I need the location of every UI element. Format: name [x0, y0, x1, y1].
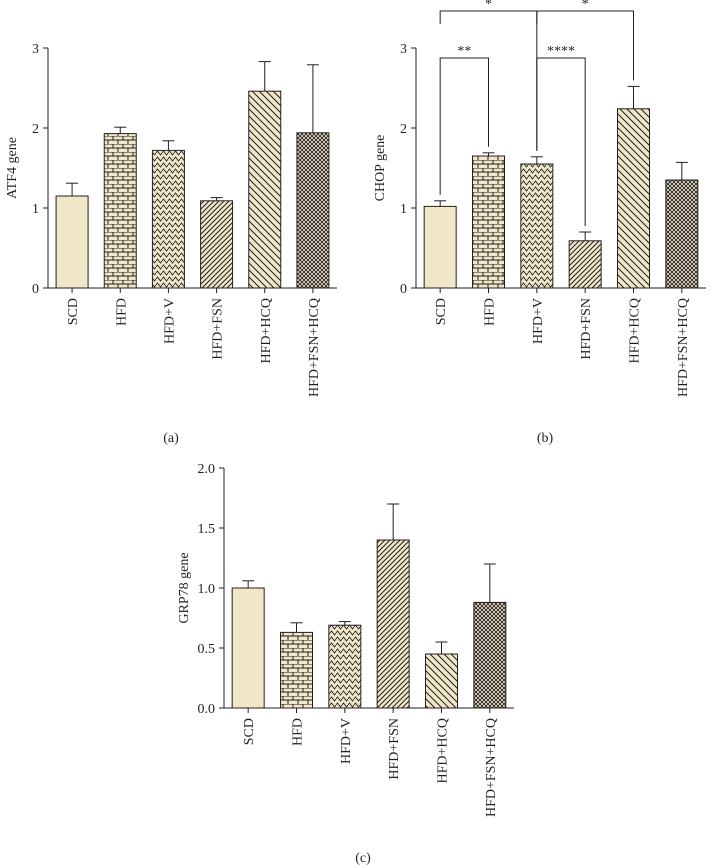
- bar-hfd-fsn: [200, 200, 234, 289]
- x-tick-label: SCD: [434, 298, 449, 325]
- y-tick-label: 2: [32, 122, 39, 137]
- y-tick-label: 1: [400, 202, 407, 217]
- bar-hfd-hcq: [617, 108, 650, 289]
- significance-bracket: [439, 10, 538, 24]
- significance-bracket: [536, 10, 634, 151]
- panel-b-chart: 0 1 2 3 SCD HFD HFD+V HFD+FSN HFD+HCQ HFD+FSN+HCQ…: [373, 0, 706, 446]
- x-tick-label: HFD+FSN+HCQ: [676, 298, 691, 397]
- y-tick-label: 1: [32, 202, 39, 217]
- bar-hfd: [103, 133, 137, 289]
- x-tick-label: HFD+FSN+HCQ: [307, 298, 322, 397]
- x-tick-label: HFD: [483, 298, 498, 326]
- y-tick-label: 1.5: [198, 522, 216, 537]
- significance-label: *: [485, 0, 492, 12]
- y-tick-label: 1.0: [198, 582, 216, 597]
- bar-hfd-hcq: [248, 90, 282, 289]
- bar-scd: [231, 587, 265, 709]
- significance-label: **: [457, 44, 471, 59]
- bar-hfd-v: [328, 624, 362, 709]
- bar-hfd: [472, 155, 505, 289]
- x-tick-label: HFD+FSN: [387, 718, 402, 780]
- y-tick-label: 3: [32, 42, 39, 57]
- x-tick-label: HFD+FSN: [579, 298, 594, 360]
- significance-label: *: [582, 0, 589, 12]
- panel-b-y-axis-label: CHOP gene: [373, 135, 388, 202]
- panel-a-chart: 0 1 2 3 SCD HFD HFD+V HFD+FSN HFD+HCQ HFD+FSN+HCQ…: [5, 42, 337, 446]
- panel-b-label: (b): [537, 431, 554, 446]
- y-tick-label: 2.0: [198, 462, 216, 477]
- bar-hfd-fsn: [568, 240, 602, 289]
- significance-label: ****: [547, 44, 575, 59]
- y-tick-label: 2: [400, 122, 407, 137]
- bar-scd: [55, 195, 89, 289]
- x-tick-label: HFD+FSN: [211, 298, 226, 360]
- x-tick-label: HFD+V: [339, 718, 354, 764]
- bar-hfd-fsn-hcq: [296, 132, 330, 289]
- bar-hfd: [280, 631, 313, 709]
- y-tick-label: 0: [32, 282, 39, 297]
- y-tick-label: 3: [400, 42, 407, 57]
- significance-bracket: [439, 57, 489, 195]
- x-tick-label: HFD+HCQ: [436, 718, 451, 783]
- x-tick-label: SCD: [66, 298, 81, 325]
- panel-c-y-axis-label: GRP78 gene: [177, 552, 192, 623]
- panel-a-label: (a): [163, 431, 179, 446]
- panel-c-label: (c): [355, 851, 371, 866]
- bar-hfd-v: [151, 149, 185, 289]
- x-tick-label: SCD: [242, 718, 257, 745]
- x-tick-label: HFD+V: [531, 298, 546, 344]
- bar-hfd-hcq: [425, 653, 458, 709]
- y-tick-label: 0: [400, 282, 407, 297]
- y-tick-label: 0.5: [198, 642, 216, 657]
- x-tick-label: HFD: [291, 718, 306, 746]
- panel-c-chart: 0.0 0.5 1.0 1.5 2.0 SCD HFD HFD+V HFD+FSN HFD+HCQ…: [177, 462, 514, 866]
- bar-hfd-fsn: [376, 539, 410, 709]
- panel-a-y-axis-label: ATF4 gene: [5, 137, 20, 199]
- x-tick-label: HFD+FSN+HCQ: [484, 718, 499, 817]
- x-tick-label: HFD+HCQ: [628, 298, 643, 363]
- bar-hfd-v: [520, 163, 554, 289]
- x-tick-label: HFD+HCQ: [259, 298, 274, 363]
- bar-hfd-fsn-hcq: [473, 601, 507, 709]
- bar-scd: [423, 205, 457, 289]
- y-tick-label: 0.0: [198, 702, 216, 717]
- bar-hfd-fsn-hcq: [665, 179, 699, 289]
- x-tick-label: HFD: [114, 298, 129, 326]
- x-tick-label: HFD+V: [162, 298, 177, 344]
